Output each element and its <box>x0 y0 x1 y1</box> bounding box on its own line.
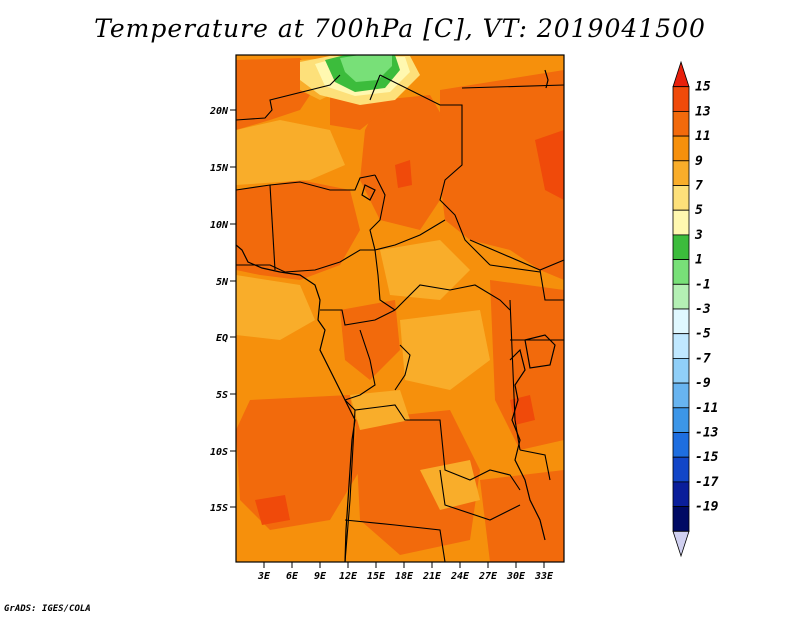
lat-label: 15S <box>210 503 228 514</box>
colorbar-label: 11 <box>695 129 711 144</box>
colorbar-segment <box>672 185 690 211</box>
colorbar-segment <box>672 283 690 310</box>
colorbar-segment <box>672 456 690 483</box>
colorbar-segment <box>672 407 690 433</box>
colorbar-label: 15 <box>695 80 711 95</box>
lat-label: 15N <box>210 163 229 174</box>
lon-label: 18E <box>395 571 414 582</box>
colorbar-segment <box>672 506 690 532</box>
colorbar-segment <box>672 111 690 137</box>
lon-axis: 3E 6E 9E 12E 15E 18E 21E 24E 27E 30E 33E <box>257 562 554 582</box>
colorbar-segment <box>672 209 690 236</box>
warm-regions <box>236 58 564 562</box>
colorbar-label: -5 <box>695 327 711 342</box>
colorbar-label: -17 <box>695 475 719 490</box>
colorbar-segment <box>672 308 690 335</box>
lat-label: EQ <box>216 333 228 344</box>
colorbar-segment <box>672 234 690 260</box>
colorbar-segment <box>672 481 690 507</box>
colorbar-label: 9 <box>695 154 703 169</box>
coastlines <box>236 69 556 562</box>
colorbar-label: 5 <box>695 203 703 218</box>
colorbar-label: -3 <box>695 302 711 317</box>
lon-label: 24E <box>450 571 470 582</box>
colorbar-label: 7 <box>695 179 703 194</box>
colorbar-label: -7 <box>695 351 711 366</box>
colorbar-segment <box>672 357 690 384</box>
cold-core <box>325 55 400 92</box>
lon-label: 21E <box>422 571 442 582</box>
map-frame <box>235 54 565 563</box>
colorbar-label: -19 <box>695 500 719 515</box>
grads-credit: GrADS: IGES/COLA <box>4 604 91 614</box>
map-field <box>236 55 564 562</box>
lat-axis: 20N 15N 10N 5N EQ 5S 10S 15S <box>209 106 236 514</box>
colorbar-label: 1 <box>695 253 703 268</box>
colorbar-segment <box>672 382 690 409</box>
colorbar-label: -13 <box>695 426 719 441</box>
colorbar-label: -1 <box>695 277 711 292</box>
country-borders <box>236 74 564 562</box>
lon-label: 30E <box>506 571 526 582</box>
map-title: Temperature at 700hPa [C], VT: 201904150… <box>94 14 706 43</box>
colorbar-label: -15 <box>695 450 719 465</box>
lat-label: 10S <box>210 447 228 458</box>
lon-label: 3E <box>257 571 271 582</box>
colorbar-top-arrow <box>672 60 690 88</box>
colorbar-bottom-arrow <box>672 530 690 558</box>
colorbar-label: -9 <box>695 376 711 391</box>
colorbar-label: 13 <box>695 104 711 119</box>
lon-label: 9E <box>314 571 327 582</box>
colorbar-segment <box>672 333 690 359</box>
colorbar-segment <box>672 259 690 285</box>
colorbar: 15 13 11 9 7 5 3 1 -1 -3 -5 -7 -9 -11 -13 -15 -17 -19 <box>672 60 719 558</box>
lat-label: 5N <box>216 277 229 288</box>
lon-label: 15E <box>367 571 386 582</box>
lon-label: 33E <box>534 571 554 582</box>
lat-label: 10N <box>210 220 229 231</box>
lat-label: 5S <box>216 390 228 401</box>
colorbar-segment <box>672 160 690 186</box>
hot-patches <box>255 130 564 525</box>
lon-label: 12E <box>339 571 358 582</box>
colorbar-segment <box>672 432 690 458</box>
colorbar-segment <box>672 86 690 112</box>
colorbar-segment <box>672 135 690 162</box>
colorbar-label: -11 <box>695 401 718 416</box>
lon-label: 27E <box>478 571 498 582</box>
lon-label: 6E <box>286 571 299 582</box>
lat-label: 20N <box>209 106 229 117</box>
colorbar-label: 3 <box>694 228 703 243</box>
